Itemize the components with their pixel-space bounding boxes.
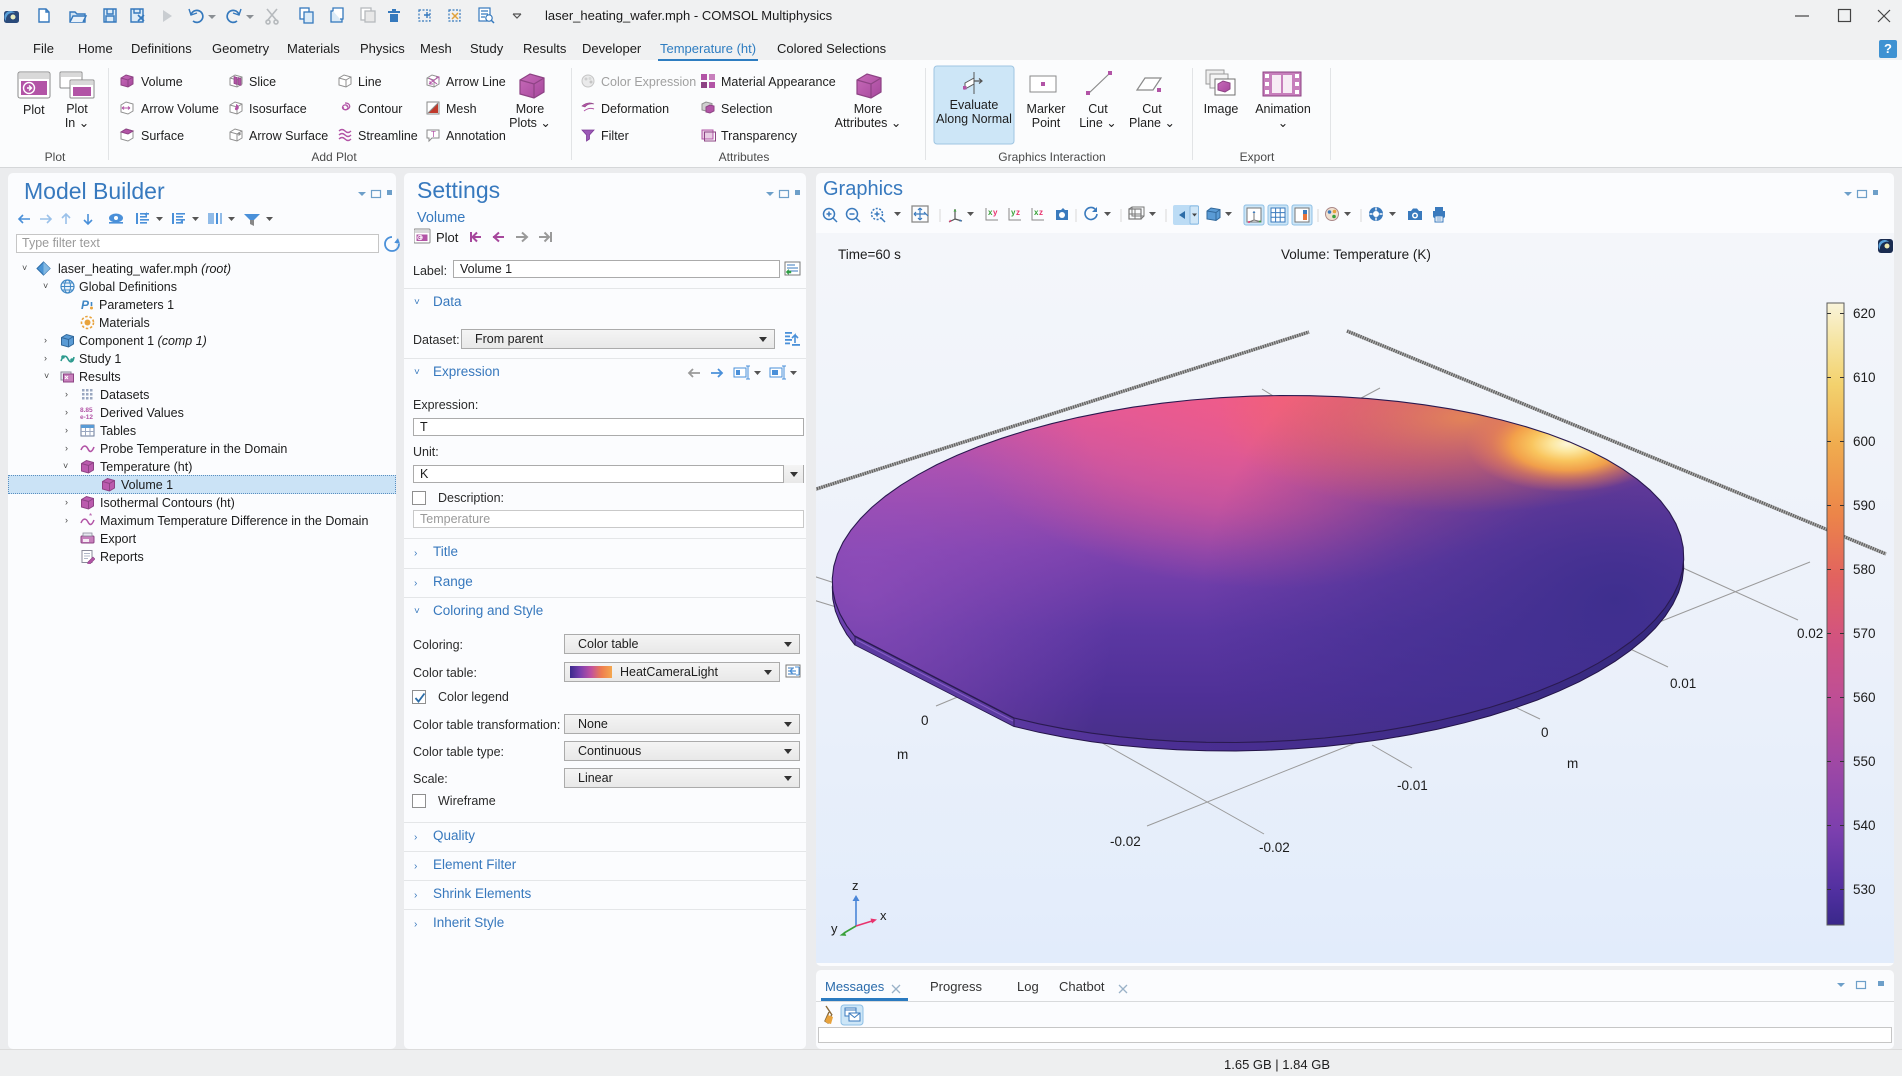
svg-text:-0.02: -0.02 <box>1259 840 1290 855</box>
svg-text:0: 0 <box>921 713 929 728</box>
svg-text:600: 600 <box>1853 434 1876 449</box>
svg-text:y: y <box>1011 208 1016 217</box>
svg-text:0.02: 0.02 <box>1797 626 1823 641</box>
svg-text:z: z <box>1039 208 1043 217</box>
svg-text:590: 590 <box>1853 498 1876 513</box>
svg-text:0.01: 0.01 <box>1670 676 1696 691</box>
svg-text:550: 550 <box>1853 754 1876 769</box>
svg-text:z: z <box>1016 208 1020 217</box>
svg-text:e-12: e-12 <box>80 414 93 420</box>
svg-text:Time=60 s: Time=60 s <box>838 247 901 262</box>
svg-text:y: y <box>993 208 998 217</box>
svg-text:P: P <box>81 298 90 312</box>
svg-text:m: m <box>897 747 908 762</box>
svg-text:*: * <box>89 513 92 521</box>
svg-text:x: x <box>880 908 887 923</box>
svg-text:-0.02: -0.02 <box>1110 834 1141 849</box>
svg-text:610: 610 <box>1853 370 1876 385</box>
svg-text:530: 530 <box>1853 882 1876 897</box>
svg-text:y: y <box>831 921 838 936</box>
svg-text:620: 620 <box>1853 306 1876 321</box>
svg-text:x: x <box>988 208 993 217</box>
svg-text:0: 0 <box>1541 725 1549 740</box>
svg-text:T: T <box>431 130 436 139</box>
svg-text:570: 570 <box>1853 626 1876 641</box>
svg-text:8.85: 8.85 <box>80 407 93 414</box>
svg-text:540: 540 <box>1853 818 1876 833</box>
svg-text:580: 580 <box>1853 562 1876 577</box>
svg-text:z: z <box>852 878 859 893</box>
svg-text:560: 560 <box>1853 690 1876 705</box>
svg-text:-0.01: -0.01 <box>1397 778 1428 793</box>
svg-text:Volume: Temperature (K): Volume: Temperature (K) <box>1281 247 1431 262</box>
svg-text:m: m <box>1567 756 1578 771</box>
svg-text:x: x <box>1034 208 1039 217</box>
